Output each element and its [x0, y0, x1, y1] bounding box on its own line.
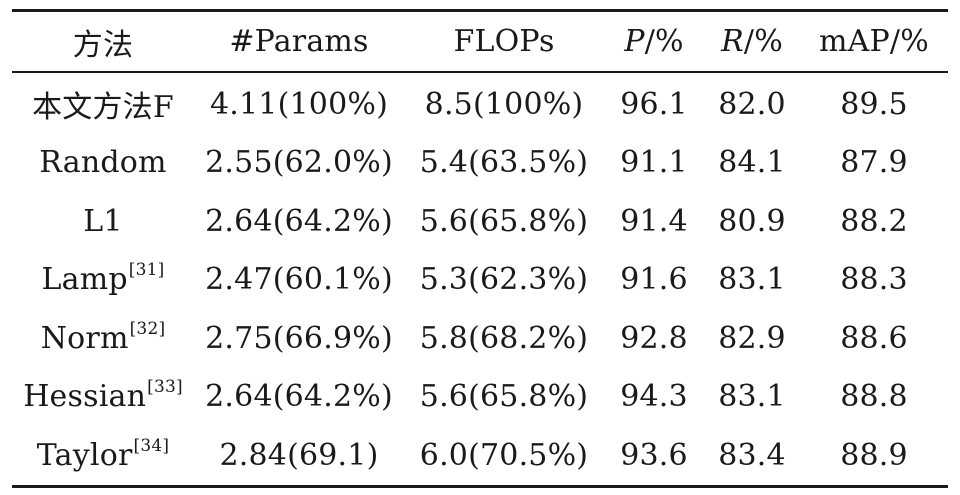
precision-symbol: P — [624, 24, 645, 59]
flops-cell: 5.6(65.8%) — [419, 203, 589, 239]
recall-unit: /% — [743, 24, 783, 59]
precision-cell: 93.6 — [620, 437, 688, 473]
recall-cell: 83.4 — [718, 437, 786, 473]
precision-unit: /% — [644, 24, 684, 59]
table-row: L1 2.64(64.2%) 5.6(65.8%) 91.4 80.9 88.2 — [12, 192, 948, 251]
method-cell: Lamp[31] — [12, 251, 194, 310]
table-row: Hessian[33] 2.64(64.2%) 5.6(65.8%) 94.3 … — [12, 368, 948, 427]
citation-ref: [32] — [129, 318, 166, 339]
header-precision: P/% — [604, 11, 704, 73]
params-cell: 2.75(66.9%) — [205, 320, 393, 356]
method-name: Hessian — [23, 379, 147, 415]
flops-cell: 6.0(70.5%) — [419, 437, 589, 473]
params-cell: 2.84(69.1) — [219, 437, 379, 473]
recall-cell: 84.1 — [718, 145, 786, 181]
params-cell: 2.64(64.2%) — [205, 379, 393, 415]
method-cell: L1 — [12, 192, 194, 251]
flops-cell: 5.8(68.2%) — [419, 320, 589, 356]
comparison-table-container: 方法 #Params FLOPs P/% R/% mAP/% 本文方法F 4.1… — [12, 9, 948, 488]
table-body: 本文方法F 4.11(100%) 8.5(100%) 96.1 82.0 89.… — [12, 72, 948, 486]
recall-symbol: R — [721, 24, 744, 59]
table-row: Norm[32] 2.75(66.9%) 5.8(68.2%) 92.8 82.… — [12, 309, 948, 368]
recall-cell: 82.9 — [718, 320, 786, 356]
recall-cell: 83.1 — [718, 379, 786, 415]
recall-cell: 83.1 — [718, 262, 786, 298]
pruning-comparison-table: 方法 #Params FLOPs P/% R/% mAP/% 本文方法F 4.1… — [12, 9, 948, 488]
citation-ref: [33] — [147, 377, 183, 398]
method-cell: Norm[32] — [12, 309, 194, 368]
flops-cell: 5.3(62.3%) — [419, 262, 589, 298]
map-cell: 87.9 — [840, 145, 908, 181]
params-cell: 2.47(60.1%) — [205, 262, 393, 298]
params-cell: 4.11(100%) — [210, 86, 388, 122]
method-cell: Random — [12, 134, 194, 193]
map-cell: 88.2 — [840, 203, 908, 239]
precision-cell: 91.1 — [620, 145, 688, 181]
params-cell: 2.55(62.0%) — [205, 145, 393, 181]
header-flops: FLOPs — [453, 24, 555, 59]
map-cell: 88.3 — [840, 262, 908, 298]
method-name: Taylor — [36, 437, 133, 473]
recall-cell: 80.9 — [718, 203, 786, 239]
method-cell: 本文方法F — [12, 72, 194, 134]
citation-ref: [34] — [133, 435, 170, 456]
map-cell: 88.9 — [840, 437, 908, 473]
header-method: 方法 — [72, 27, 134, 63]
flops-cell: 5.4(63.5%) — [419, 145, 589, 181]
map-cell: 88.8 — [840, 379, 908, 415]
method-name: Random — [39, 145, 167, 181]
method-cell: Hessian[33] — [12, 368, 194, 427]
header-map: mAP/% — [819, 24, 929, 59]
table-row: Lamp[31] 2.47(60.1%) 5.3(62.3%) 91.6 83.… — [12, 251, 948, 310]
header-params: #Params — [229, 24, 369, 59]
method-name: Norm — [40, 320, 129, 356]
table-header: 方法 #Params FLOPs P/% R/% mAP/% — [12, 10, 948, 73]
precision-cell: 91.4 — [620, 203, 688, 239]
method-name: L1 — [83, 203, 123, 239]
flops-cell: 5.6(65.8%) — [419, 379, 589, 415]
map-cell: 89.5 — [840, 86, 908, 122]
citation-ref: [31] — [128, 260, 165, 281]
method-name: 本文方法F — [32, 90, 174, 126]
map-cell: 88.6 — [840, 320, 908, 356]
table-row: Taylor[34] 2.84(69.1) 6.0(70.5%) 93.6 83… — [12, 426, 948, 486]
header-recall: R/% — [704, 11, 800, 73]
precision-cell: 94.3 — [620, 379, 688, 415]
precision-cell: 92.8 — [620, 320, 688, 356]
precision-cell: 96.1 — [620, 86, 688, 122]
header-row: 方法 #Params FLOPs P/% R/% mAP/% — [12, 10, 948, 73]
method-cell: Taylor[34] — [12, 426, 194, 486]
method-name: Lamp — [41, 262, 128, 298]
recall-cell: 82.0 — [718, 86, 786, 122]
table-row: 本文方法F 4.11(100%) 8.5(100%) 96.1 82.0 89.… — [12, 72, 948, 134]
params-cell: 2.64(64.2%) — [205, 203, 393, 239]
flops-cell: 8.5(100%) — [424, 86, 584, 122]
precision-cell: 91.6 — [620, 262, 688, 298]
table-row: Random 2.55(62.0%) 5.4(63.5%) 91.1 84.1 … — [12, 134, 948, 193]
